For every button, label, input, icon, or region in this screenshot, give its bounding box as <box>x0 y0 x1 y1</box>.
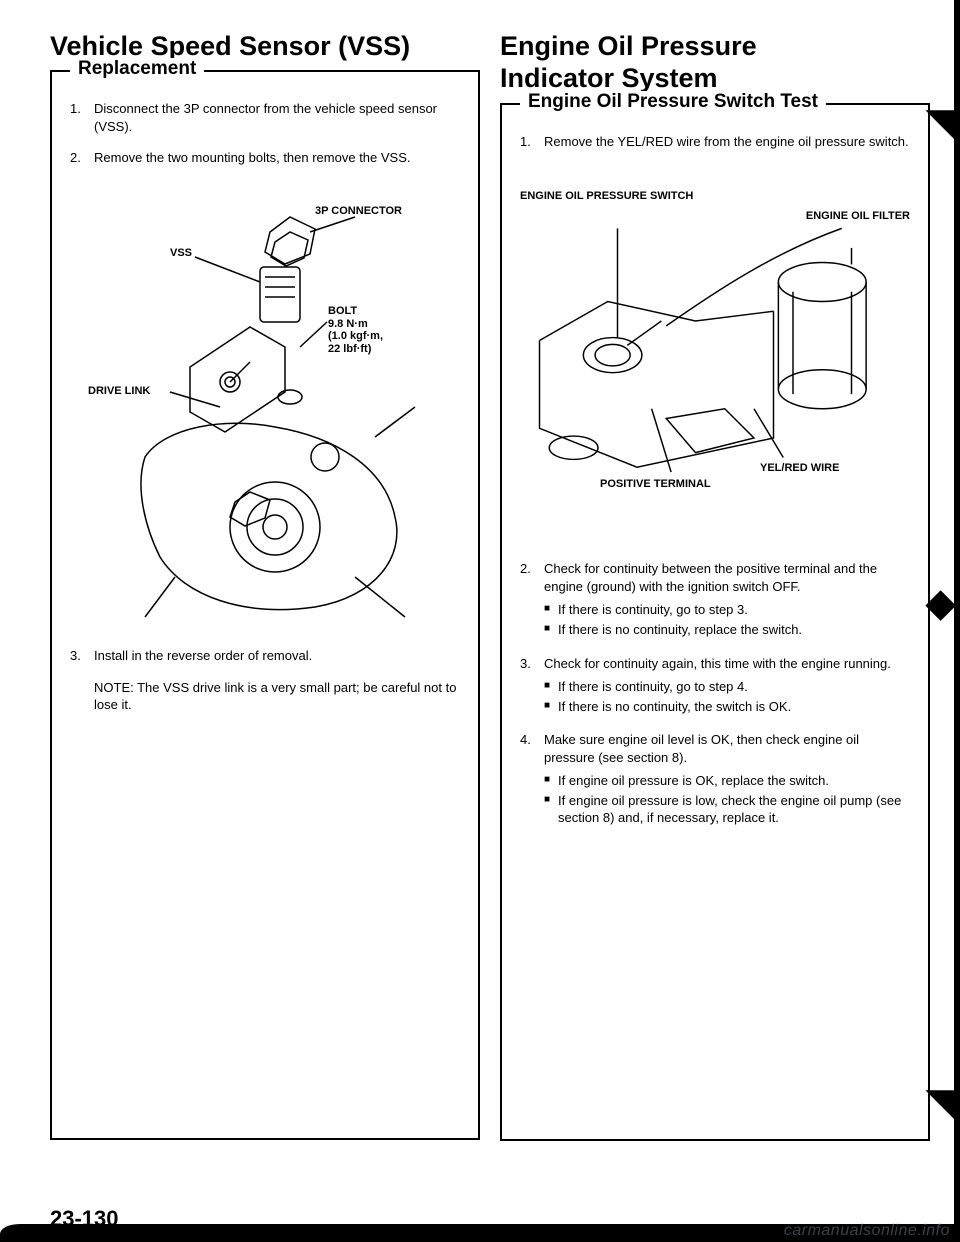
manual-page: Vehicle Speed Sensor (VSS) Replacement 1… <box>0 0 960 1242</box>
right-title-line1: Engine Oil Pressure <box>500 31 757 61</box>
bolt-spec: 22 lbf·ft) <box>328 343 371 355</box>
connector-label: 3P CONNECTOR <box>315 205 402 218</box>
step-body: Check for continuity again, this time wi… <box>544 656 891 671</box>
bolt-label: BOLT 9.8 N·m (1.0 kgf·m, 22 lbf·ft) <box>328 305 383 356</box>
bullet-item: If engine oil pressure is low, check the… <box>544 792 910 827</box>
bullet-item: If there is no continuity, replace the s… <box>544 621 910 639</box>
bullet-text: If there is no continuity, the switch is… <box>558 698 791 716</box>
step-item: 3. Install in the reverse order of remov… <box>70 647 460 665</box>
step-number: 2. <box>70 149 94 167</box>
step-text: Remove the YEL/RED wire from the engine … <box>544 133 910 151</box>
step-text: Check for continuity between the positiv… <box>544 560 910 640</box>
thumb-mark-icon: ◥ <box>925 1080 956 1126</box>
bolt-spec: (1.0 kgf·m, <box>328 330 383 342</box>
step-number: 1. <box>70 100 94 135</box>
oil-pressure-illustration <box>520 190 910 530</box>
right-steps-bottom: 2. Check for continuity between the posi… <box>520 560 910 829</box>
bolt-title: BOLT <box>328 305 357 317</box>
right-section-box: Engine Oil Pressure Switch Test 1. Remov… <box>500 103 930 1141</box>
bullet-list: If there is continuity, go to step 3. If… <box>544 601 910 638</box>
bullet-text: If there is no continuity, replace the s… <box>558 621 802 639</box>
drive-link-label: DRIVE LINK <box>88 385 150 398</box>
watermark-text: carmanualsonline.info <box>784 1222 950 1240</box>
bullet-item: If engine oil pressure is OK, replace th… <box>544 772 910 790</box>
bullet-item: If there is continuity, go to step 3. <box>544 601 910 619</box>
step-item: 3. Check for continuity again, this time… <box>520 655 910 718</box>
oil-pressure-diagram: ENGINE OIL PRESSURE SWITCH ENGINE OIL FI… <box>520 190 910 530</box>
note-text: NOTE: The VSS drive link is a very small… <box>70 679 460 714</box>
right-steps-top: 1. Remove the YEL/RED wire from the engi… <box>520 133 910 151</box>
bolt-spec: 9.8 N·m <box>328 318 368 330</box>
replacement-label: Replacement <box>70 58 204 80</box>
right-column: Engine Oil Pressure Indicator System Eng… <box>500 30 930 1141</box>
switch-label: ENGINE OIL PRESSURE SWITCH <box>520 190 693 203</box>
step-item: 2. Remove the two mounting bolts, then r… <box>70 149 460 167</box>
step-text: Disconnect the 3P connector from the veh… <box>94 100 460 135</box>
step-body: Make sure engine oil level is OK, then c… <box>544 732 859 765</box>
step-text: Install in the reverse order of removal. <box>94 647 460 665</box>
terminal-label: POSITIVE TERMINAL <box>600 478 711 491</box>
two-column-layout: Vehicle Speed Sensor (VSS) Replacement 1… <box>50 30 930 1141</box>
filter-label: ENGINE OIL FILTER <box>806 210 910 223</box>
left-steps-continued: 3. Install in the reverse order of remov… <box>70 647 460 665</box>
vss-illustration <box>70 197 460 627</box>
step-text: Check for continuity again, this time wi… <box>544 655 910 718</box>
step-item: 4. Make sure engine oil level is OK, the… <box>520 731 910 829</box>
step-item: 1. Disconnect the 3P connector from the … <box>70 100 460 135</box>
switch-test-label: Engine Oil Pressure Switch Test <box>520 91 826 113</box>
bullet-item: If there is no continuity, the switch is… <box>544 698 910 716</box>
step-number: 1. <box>520 133 544 151</box>
step-text: Remove the two mounting bolts, then remo… <box>94 149 460 167</box>
vss-label: VSS <box>170 247 192 260</box>
page-right-edge <box>954 0 960 1242</box>
step-number: 4. <box>520 731 544 829</box>
bullet-item: If there is continuity, go to step 4. <box>544 678 910 696</box>
thumb-mark-icon: ◥ <box>925 100 956 146</box>
step-text: Make sure engine oil level is OK, then c… <box>544 731 910 829</box>
bullet-text: If there is continuity, go to step 4. <box>558 678 748 696</box>
left-column: Vehicle Speed Sensor (VSS) Replacement 1… <box>50 30 480 1141</box>
right-title: Engine Oil Pressure Indicator System <box>500 30 930 95</box>
bullet-text: If engine oil pressure is low, check the… <box>558 792 910 827</box>
step-item: 2. Check for continuity between the posi… <box>520 560 910 640</box>
step-body: Check for continuity between the positiv… <box>544 561 877 594</box>
step-number: 3. <box>520 655 544 718</box>
thumb-mark-icon: ◆ <box>925 580 956 626</box>
right-title-line2: Indicator System <box>500 63 718 93</box>
bullet-text: If there is continuity, go to step 3. <box>558 601 748 619</box>
step-item: 1. Remove the YEL/RED wire from the engi… <box>520 133 910 151</box>
wire-label: YEL/RED WIRE <box>760 462 839 475</box>
vss-diagram: 3P CONNECTOR VSS BOLT 9.8 N·m (1.0 kgf·m… <box>70 197 460 627</box>
bullet-text: If engine oil pressure is OK, replace th… <box>558 772 829 790</box>
bullet-list: If there is continuity, go to step 4. If… <box>544 678 910 715</box>
step-number: 2. <box>520 560 544 640</box>
step-number: 3. <box>70 647 94 665</box>
bullet-list: If engine oil pressure is OK, replace th… <box>544 772 910 827</box>
left-section-box: Replacement 1. Disconnect the 3P connect… <box>50 70 480 1140</box>
left-steps: 1. Disconnect the 3P connector from the … <box>70 100 460 167</box>
